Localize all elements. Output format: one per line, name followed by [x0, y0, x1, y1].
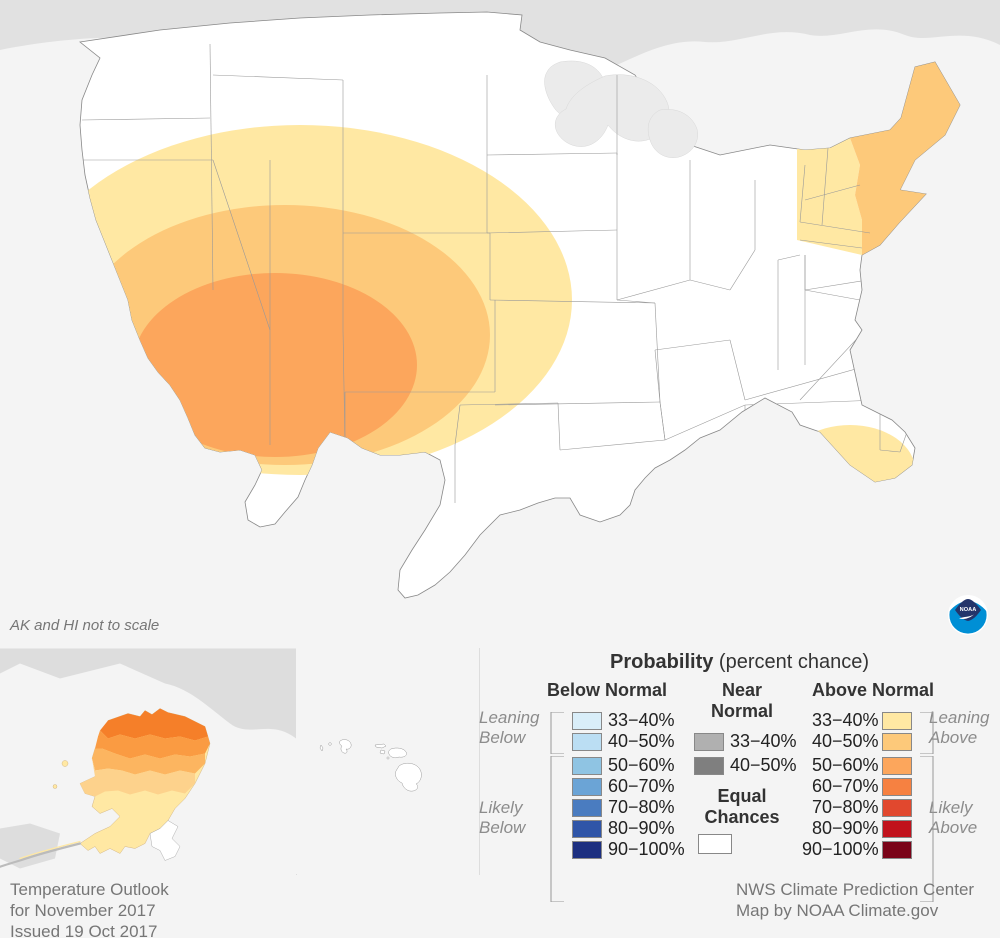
svg-text:NOAA: NOAA: [960, 607, 977, 613]
